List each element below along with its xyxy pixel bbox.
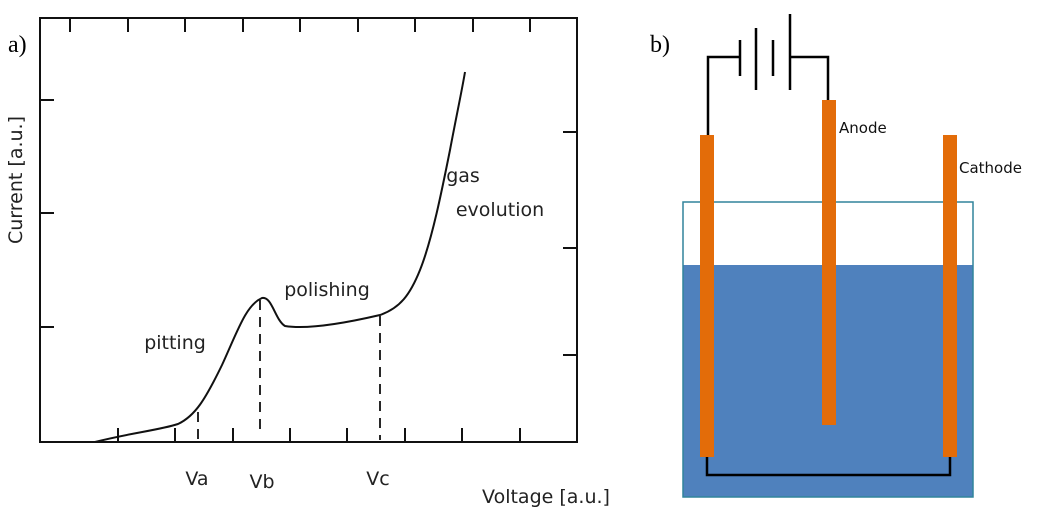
panel-a: a) Current [a.u.] Voltage [a.u.] Va Vb V… [5,17,610,508]
marker-label: Va [185,468,208,490]
x-axis-label: Voltage [a.u.] [482,486,610,508]
electrode [700,135,714,457]
marker-label: Vb [249,471,274,493]
electrode-label: Anode [839,119,887,137]
region-label: pitting [144,332,206,354]
y-axis-label: Current [a.u.] [5,116,27,244]
panel-label: b) [650,32,670,58]
electrode [822,100,836,425]
marker-label: Vc [366,468,389,490]
panel-b: b) Anode Cathode [650,14,1022,498]
curve [94,71,466,443]
panel-label: a) [8,32,27,58]
electrode [943,135,957,457]
region-label: polishing [284,279,370,301]
axes [39,17,578,443]
region-label: evolution [456,199,544,221]
region-label: gas [446,165,480,187]
electrode-label: Cathode [959,159,1022,177]
wires [705,14,952,477]
marker-lines [197,300,381,442]
